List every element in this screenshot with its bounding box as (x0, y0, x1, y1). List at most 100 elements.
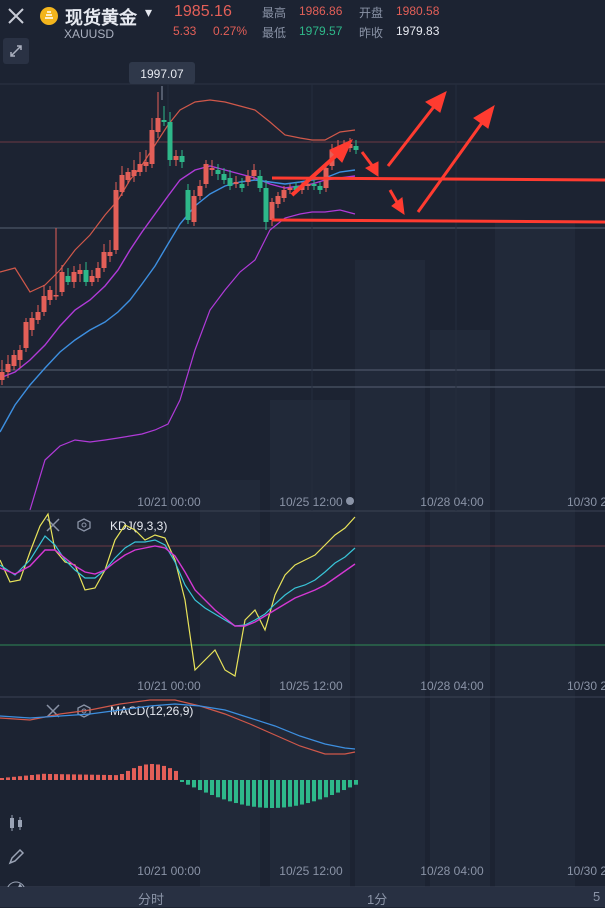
macd-bar (24, 775, 28, 780)
macd-bar (150, 764, 154, 780)
candle-body (107, 252, 113, 256)
macd-bar (126, 770, 130, 780)
pencil-icon[interactable] (3, 844, 29, 870)
crosshair-dot[interactable] (346, 497, 354, 505)
up-arrow (416, 119, 486, 213)
x-axis-label: 10/21 00:00 (137, 864, 201, 878)
close-icon[interactable] (6, 6, 26, 26)
candle-body (239, 184, 245, 188)
macd-bar (246, 780, 250, 806)
candlestick-icon[interactable] (3, 810, 29, 836)
timeframe-tabs: 分时 1分 5 (0, 887, 605, 907)
candle-body (113, 190, 119, 250)
macd-bar (18, 776, 22, 780)
macd-bar (132, 768, 136, 780)
x-axis-label: 10/30 2 (567, 864, 605, 878)
candle-body (155, 118, 161, 132)
price-chart[interactable]: 1997.07 10/21 00:00 10/25 12:00 10/28 04… (0, 42, 605, 887)
macd-bar (204, 780, 208, 793)
kdj-label: KDJ(9,3,3) (110, 519, 167, 533)
macd-bar (342, 780, 346, 791)
macd-bar (138, 765, 142, 780)
candle-body (191, 196, 197, 222)
up-arrow (386, 103, 438, 167)
candle-body (95, 268, 101, 278)
candle-body (245, 176, 251, 182)
macd-bar (144, 764, 148, 780)
last-price: 1985.16 (174, 3, 232, 20)
macd-bar (6, 777, 10, 780)
annotation-drawing (271, 91, 605, 224)
candle-body (209, 168, 215, 170)
macd-bar (288, 780, 292, 807)
max-price-badge (129, 62, 195, 84)
candle-body (71, 272, 77, 282)
macd-bar (258, 780, 262, 808)
candle-body (101, 252, 107, 268)
candle-body (347, 144, 353, 148)
x-axis-label: 10/21 00:00 (137, 495, 201, 509)
kdj-d-line (0, 545, 356, 627)
candle-body (17, 350, 23, 360)
candle-body (53, 295, 59, 297)
instrument-symbol: XAUUSD (64, 27, 115, 41)
chevron-down-icon[interactable]: ▾ (145, 4, 153, 20)
trend-arrow (290, 150, 342, 197)
candle-body (59, 272, 65, 292)
x-axis-label: 10/25 12:00 (279, 495, 343, 509)
macd-bar (324, 780, 328, 798)
ma-lower-purple-line (29, 209, 356, 511)
background-buildings (200, 220, 575, 887)
candle-body (5, 364, 11, 372)
tab-1-minute[interactable]: 1分 (367, 892, 388, 907)
candle-body (233, 182, 239, 184)
candle-body (125, 172, 131, 180)
tab-5-minute[interactable]: 5 (593, 889, 601, 904)
candle-body (77, 270, 83, 274)
candle-body (23, 322, 29, 348)
candle-body (65, 276, 71, 282)
support-line-upper (271, 176, 605, 182)
instrument-title[interactable]: 现货黄金 (65, 8, 137, 28)
x-axis-label: 10/30 2 (567, 679, 605, 693)
candle-body (149, 130, 155, 164)
macd-bar (90, 774, 94, 780)
candle-body (137, 164, 143, 172)
x-axis-label: 10/28 04:00 (420, 864, 484, 878)
macd-bar (96, 774, 100, 780)
macd-bar (180, 780, 184, 782)
tab-minute[interactable]: 分时 (138, 892, 165, 907)
down-arrow-head (391, 197, 405, 216)
macd-bar (336, 780, 340, 793)
macd-bar (252, 780, 256, 807)
macd-bar (192, 780, 196, 788)
candle-body (221, 174, 227, 180)
macd-bar (186, 780, 190, 785)
price-change: 5.33 (173, 24, 197, 38)
macd-bar (198, 780, 202, 791)
candle-body (257, 176, 263, 188)
candle-body (83, 270, 89, 282)
macd-bar (84, 774, 88, 780)
macd-bar (222, 780, 226, 800)
macd-bar (300, 780, 304, 805)
candle-body (263, 188, 269, 222)
macd-bar (108, 775, 112, 780)
expand-icon[interactable] (3, 38, 29, 64)
macd-bar (174, 770, 178, 780)
macd-bar (102, 774, 106, 780)
candle-body (251, 170, 257, 176)
candle-body (47, 290, 53, 300)
macd-bar (228, 780, 232, 802)
kdj-settings-icon[interactable] (77, 518, 91, 532)
macd-bar (306, 780, 310, 804)
macd-bar (210, 780, 214, 795)
candle-body (227, 178, 233, 186)
macd-bar (30, 775, 34, 780)
low-label: 最低 (262, 26, 287, 40)
macd-bar (0, 778, 4, 780)
prev-close-label: 昨收 (359, 26, 384, 40)
candle-body (29, 318, 35, 330)
kdj-k-line (0, 535, 356, 627)
macd-bar (294, 780, 298, 806)
